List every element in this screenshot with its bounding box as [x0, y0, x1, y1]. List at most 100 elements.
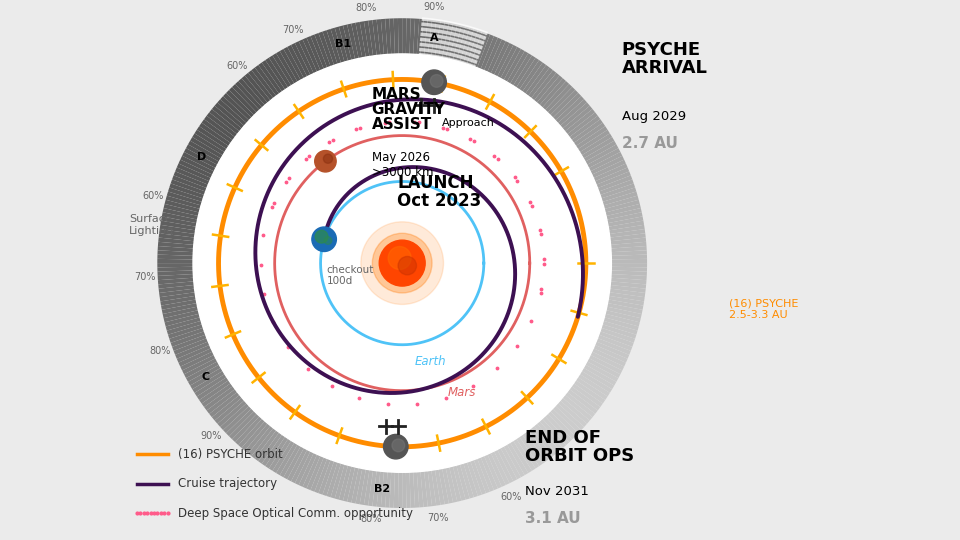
Wedge shape [500, 446, 521, 480]
Wedge shape [159, 288, 195, 297]
Wedge shape [390, 472, 395, 508]
Wedge shape [563, 395, 592, 421]
Wedge shape [573, 123, 605, 146]
Wedge shape [172, 176, 207, 192]
Wedge shape [417, 19, 423, 55]
Wedge shape [595, 341, 629, 359]
Wedge shape [595, 167, 629, 185]
Wedge shape [602, 192, 637, 205]
Wedge shape [169, 184, 204, 199]
Wedge shape [460, 463, 474, 498]
Wedge shape [590, 156, 624, 175]
Wedge shape [252, 428, 276, 458]
Text: PSYCHE
ARRIVAL: PSYCHE ARRIVAL [621, 41, 708, 77]
Text: C: C [202, 372, 209, 382]
Wedge shape [276, 442, 298, 475]
Wedge shape [504, 49, 525, 82]
Wedge shape [431, 21, 441, 57]
Wedge shape [175, 341, 209, 359]
Wedge shape [283, 47, 304, 80]
Wedge shape [202, 383, 233, 407]
Wedge shape [571, 119, 603, 143]
Wedge shape [215, 103, 245, 129]
Text: END OF
ORBIT OPS: END OF ORBIT OPS [525, 429, 634, 465]
Wedge shape [172, 335, 207, 351]
Wedge shape [519, 435, 542, 466]
Wedge shape [157, 254, 193, 259]
Wedge shape [558, 400, 587, 427]
Wedge shape [531, 70, 556, 100]
Wedge shape [364, 470, 373, 505]
Wedge shape [343, 24, 355, 60]
Circle shape [379, 240, 425, 286]
Wedge shape [406, 472, 411, 508]
Wedge shape [587, 358, 620, 378]
Wedge shape [171, 179, 205, 195]
Text: 70%: 70% [282, 25, 304, 35]
Wedge shape [439, 468, 449, 504]
Wedge shape [376, 19, 384, 55]
Wedge shape [597, 176, 633, 192]
Wedge shape [162, 303, 198, 314]
Wedge shape [315, 458, 330, 493]
Circle shape [398, 256, 417, 275]
Wedge shape [607, 212, 642, 223]
Wedge shape [174, 171, 208, 188]
Wedge shape [555, 96, 585, 123]
Wedge shape [611, 278, 646, 285]
Wedge shape [394, 18, 398, 54]
Text: Mars: Mars [448, 386, 476, 399]
Wedge shape [601, 324, 636, 339]
Wedge shape [195, 374, 227, 396]
Wedge shape [192, 371, 225, 393]
Wedge shape [528, 68, 553, 98]
Circle shape [324, 237, 332, 244]
Wedge shape [242, 421, 268, 451]
Wedge shape [273, 441, 295, 473]
Wedge shape [420, 471, 428, 507]
Wedge shape [567, 112, 598, 137]
Wedge shape [287, 45, 307, 78]
Wedge shape [217, 400, 247, 427]
Wedge shape [175, 167, 209, 185]
Wedge shape [188, 364, 221, 386]
Wedge shape [323, 30, 338, 65]
Wedge shape [204, 386, 235, 410]
Circle shape [324, 154, 332, 163]
Wedge shape [445, 24, 457, 59]
Text: Aug 2029: Aug 2029 [621, 110, 685, 123]
Wedge shape [310, 35, 327, 69]
Wedge shape [269, 56, 291, 87]
Wedge shape [360, 21, 370, 57]
Wedge shape [500, 47, 521, 80]
Wedge shape [602, 321, 637, 335]
Wedge shape [355, 468, 366, 504]
Wedge shape [604, 200, 639, 213]
Wedge shape [335, 464, 348, 500]
Wedge shape [424, 471, 432, 507]
Wedge shape [252, 68, 276, 98]
Wedge shape [596, 171, 631, 188]
Wedge shape [330, 28, 345, 63]
Wedge shape [326, 29, 341, 64]
Wedge shape [576, 377, 608, 400]
Wedge shape [600, 328, 636, 343]
Wedge shape [157, 259, 193, 263]
Circle shape [392, 439, 405, 452]
Wedge shape [182, 355, 216, 374]
Wedge shape [299, 39, 317, 73]
Wedge shape [596, 338, 631, 355]
Wedge shape [540, 418, 566, 448]
Wedge shape [330, 463, 345, 498]
Wedge shape [560, 103, 589, 129]
Wedge shape [265, 436, 288, 469]
Text: 3.1 AU: 3.1 AU [525, 510, 580, 525]
Wedge shape [449, 24, 462, 60]
Wedge shape [372, 471, 380, 507]
Wedge shape [605, 310, 641, 322]
Wedge shape [610, 233, 646, 241]
Wedge shape [258, 63, 282, 94]
Wedge shape [507, 51, 528, 84]
Wedge shape [576, 126, 608, 149]
Wedge shape [612, 259, 647, 263]
